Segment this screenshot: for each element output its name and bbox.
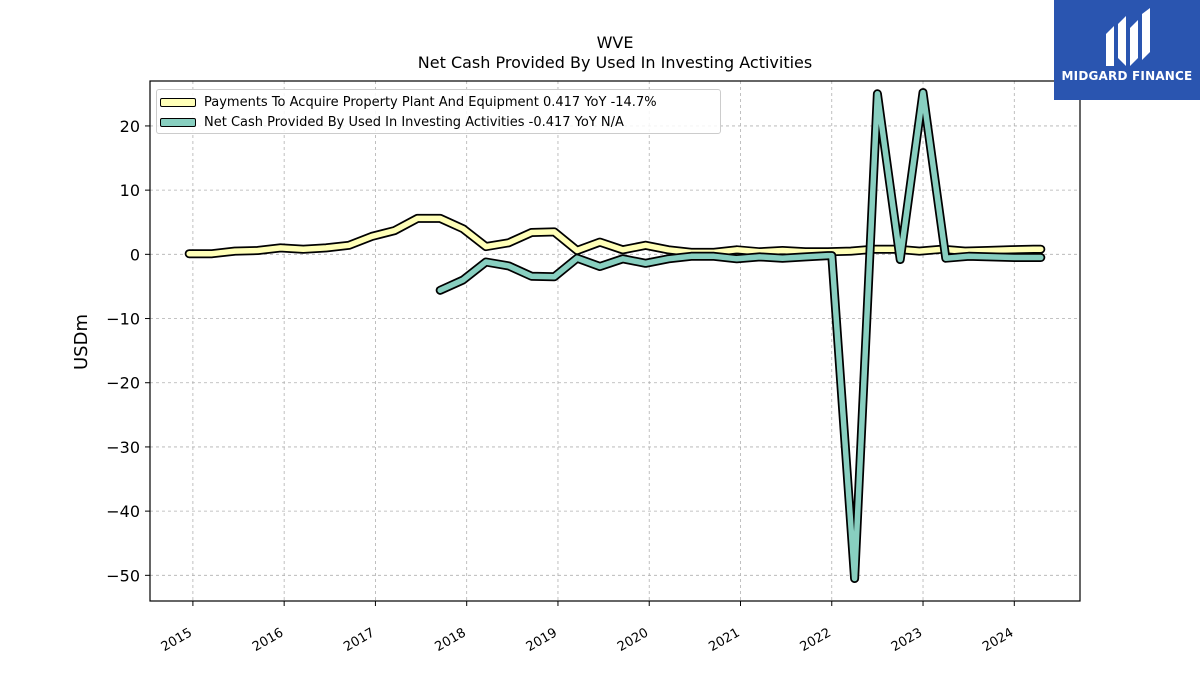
x-tick-label: 2018 [433,625,469,655]
legend-item-net-cash: Net Cash Provided By Used In Investing A… [160,112,624,132]
x-tick-label: 2016 [250,625,286,655]
y-tick-label: −30 [106,438,140,457]
brand-name: MIDGARD FINANCE [1061,69,1193,83]
y-axis-label: USDm [71,314,92,370]
x-tick-label: 2020 [615,625,651,655]
x-tick-label: 2019 [524,625,560,655]
x-tick-label: 2021 [706,625,742,655]
legend: Payments To Acquire Property Plant And E… [156,89,721,134]
y-tick-label: −10 [106,310,140,329]
legend-swatch-ppe [160,97,196,107]
y-tick-label: 20 [120,117,140,136]
plot-frame [149,80,1081,602]
legend-label-ppe: Payments To Acquire Property Plant And E… [204,94,657,110]
x-tick-label: 2017 [341,625,377,655]
y-tick-label: −20 [106,374,140,393]
x-tick-label: 2024 [980,625,1016,655]
brand-logo: MIDGARD FINANCE [1054,0,1200,100]
series-layer [184,88,1046,583]
y-tick-label: 0 [130,245,140,264]
brand-mark-icon [1106,8,1150,66]
legend-item-ppe: Payments To Acquire Property Plant And E… [160,92,657,112]
legend-label-net-cash: Net Cash Provided By Used In Investing A… [204,114,624,130]
series-1 [435,88,1046,583]
series-line [186,215,1044,257]
x-tick-label: 2022 [798,625,834,655]
axis-ticks: 20 10 0 −10 −20 −30 −40 −50 2015 2016 2017 2018 2019… [106,117,1016,655]
x-tick-label: 2023 [889,625,925,655]
series-0 [184,213,1046,259]
legend-swatch-net-cash [160,117,196,127]
grid [150,81,1080,601]
chart-title: WVE [597,33,634,52]
series-line [437,89,1044,582]
chart-subtitle: Net Cash Provided By Used In Investing A… [418,53,812,72]
y-tick-label: 10 [120,181,140,200]
y-tick-label: −40 [106,502,140,521]
x-tick-label: 2015 [159,625,195,655]
y-tick-label: −50 [106,566,140,585]
